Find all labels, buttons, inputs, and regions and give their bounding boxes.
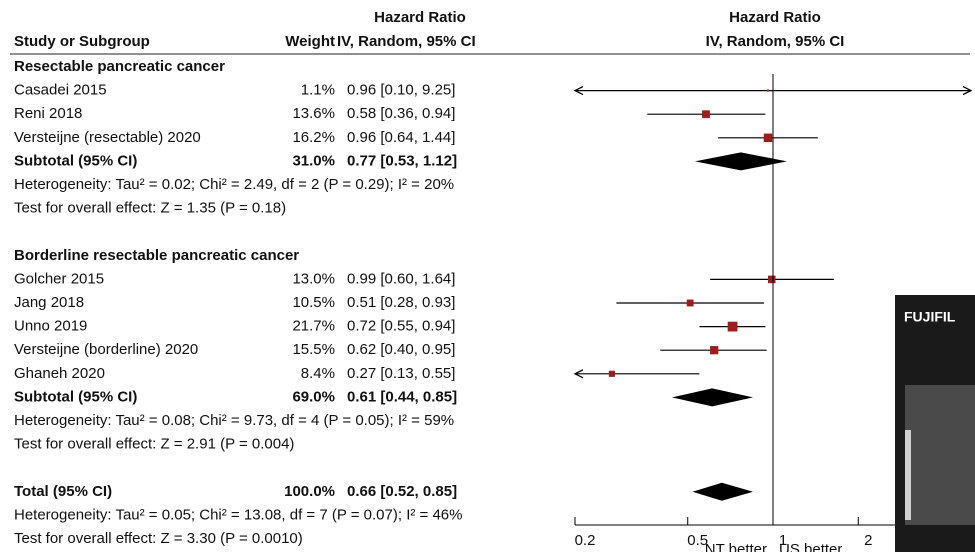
x-tick-label: 0.2 xyxy=(575,532,596,549)
weight: 21.7% xyxy=(292,318,335,335)
x-tick-label: 2 xyxy=(864,532,872,549)
weight: 1.1% xyxy=(301,82,335,99)
column-header: Study or Subgroup xyxy=(14,33,150,50)
study-name: Golcher 2015 xyxy=(14,270,104,287)
pooled-hazard-ratio: 0.66 [0.52, 0.85] xyxy=(347,483,457,500)
x-label-left: NT better xyxy=(705,541,767,552)
weight: 16.2% xyxy=(292,129,335,146)
weight: 8.4% xyxy=(301,365,335,382)
column-header: IV, Random, 95% CI xyxy=(706,33,845,50)
pooled-weight: 69.0% xyxy=(292,388,335,405)
x-tick-label: 0.5 xyxy=(687,532,708,549)
hazard-ratio: 0.62 [0.40, 0.95] xyxy=(347,341,455,358)
study-marker xyxy=(608,370,615,377)
pooled-name: Total (95% CI) xyxy=(14,483,112,500)
overall-effect: Test for overall effect: Z = 1.35 (P = 0… xyxy=(14,200,286,217)
hazard-ratio: 0.27 [0.13, 0.55] xyxy=(347,365,455,382)
pooled-name: Subtotal (95% CI) xyxy=(14,152,137,169)
study-marker xyxy=(767,275,776,284)
group-title: Borderline resectable pancreatic cancer xyxy=(14,247,299,264)
pooled-weight: 31.0% xyxy=(292,152,335,169)
study-name: Versteijne (resectable) 2020 xyxy=(14,129,201,146)
study-name: Reni 2018 xyxy=(14,105,82,122)
overlay-photo-inner xyxy=(905,385,975,525)
study-marker xyxy=(710,346,719,355)
pooled-name: Subtotal (95% CI) xyxy=(14,388,137,405)
study-marker xyxy=(766,89,770,92)
hazard-ratio: 0.96 [0.10, 9.25] xyxy=(347,82,455,99)
hazard-ratio: 0.96 [0.64, 1.44] xyxy=(347,129,455,146)
pooled-hazard-ratio: 0.77 [0.53, 1.12] xyxy=(347,152,457,169)
study-name: Ghaneh 2020 xyxy=(14,365,105,382)
pooled-weight: 100.0% xyxy=(284,483,335,500)
heterogeneity: Heterogeneity: Tau² = 0.08; Chi² = 9.73,… xyxy=(14,412,454,429)
ci-arrow xyxy=(573,86,584,96)
hazard-ratio: 0.51 [0.28, 0.93] xyxy=(347,294,455,311)
hazard-ratio: 0.72 [0.55, 0.94] xyxy=(347,318,455,335)
weight: 13.6% xyxy=(292,105,335,122)
hazard-ratio: 0.58 [0.36, 0.94] xyxy=(347,105,455,122)
x-tick-label: 1 xyxy=(779,532,787,549)
pooled-diamond xyxy=(692,482,754,501)
ci-arrow xyxy=(573,369,584,379)
ci-arrow xyxy=(962,86,973,96)
weight: 13.0% xyxy=(292,270,335,287)
column-header: Hazard Ratio xyxy=(729,9,821,26)
study-name: Casadei 2015 xyxy=(14,82,107,99)
study-name: Jang 2018 xyxy=(14,294,84,311)
overlay-text: FUJIFIL xyxy=(904,309,956,325)
pooled-diamond xyxy=(694,152,787,171)
weight: 10.5% xyxy=(292,294,335,311)
heterogeneity: Heterogeneity: Tau² = 0.05; Chi² = 13.08… xyxy=(14,506,462,523)
hazard-ratio: 0.99 [0.60, 1.64] xyxy=(347,270,455,287)
column-header: Weight xyxy=(285,33,335,50)
x-label-right: US better xyxy=(779,541,842,552)
pooled-hazard-ratio: 0.61 [0.44, 0.85] xyxy=(347,388,457,405)
overlay-photo-band xyxy=(905,430,911,520)
study-marker xyxy=(686,299,694,307)
column-header: Hazard Ratio xyxy=(374,9,466,26)
pooled-diamond xyxy=(671,388,754,407)
study-marker xyxy=(763,133,773,143)
group-title: Resectable pancreatic cancer xyxy=(14,58,225,75)
weight: 15.5% xyxy=(292,341,335,358)
study-name: Versteijne (borderline) 2020 xyxy=(14,341,198,358)
study-marker xyxy=(702,110,710,119)
overall-effect: Test for overall effect: Z = 2.91 (P = 0… xyxy=(14,436,294,453)
heterogeneity: Heterogeneity: Tau² = 0.02; Chi² = 2.49,… xyxy=(14,176,454,193)
column-header: IV, Random, 95% CI xyxy=(337,33,476,50)
study-marker xyxy=(727,321,738,332)
overall-effect: Test for overall effect: Z = 3.30 (P = 0… xyxy=(14,530,303,547)
study-name: Unno 2019 xyxy=(14,318,87,335)
